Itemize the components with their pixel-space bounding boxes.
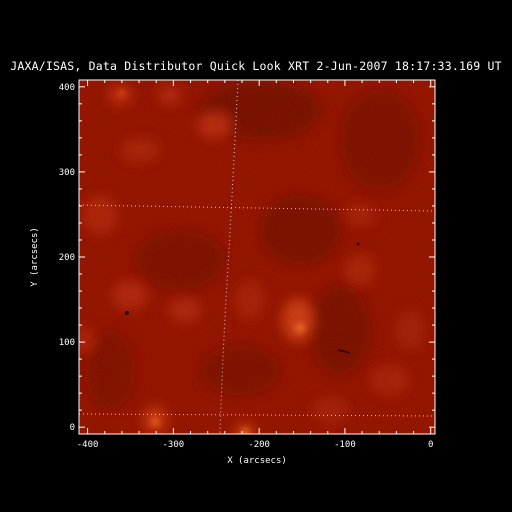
x-tick-label: -100 [334,440,356,450]
x-tick-label: 0 [428,440,433,450]
plot-title: JAXA/ISAS, Data Distributor Quick Look X… [10,59,502,73]
x-axis: -400 -300 -200 -100 0 [77,80,433,450]
xrt-solar-image [79,80,435,434]
x-axis-label: X (arcsecs) [227,456,287,466]
x-tick-label: -400 [77,440,99,450]
coordinate-grid [79,80,435,434]
x-tick-label: -300 [163,440,185,450]
y-tick-label: 300 [59,168,75,178]
y-axis-label: Y (arcsecs) [30,227,40,287]
y-tick-label: 200 [59,253,75,263]
y-tick-label: 100 [59,338,75,348]
y-tick-label: 400 [59,83,75,93]
x-tick-label: -200 [248,440,270,450]
y-tick-label: 0 [70,423,75,433]
y-axis: 0 100 200 300 400 [59,83,435,433]
